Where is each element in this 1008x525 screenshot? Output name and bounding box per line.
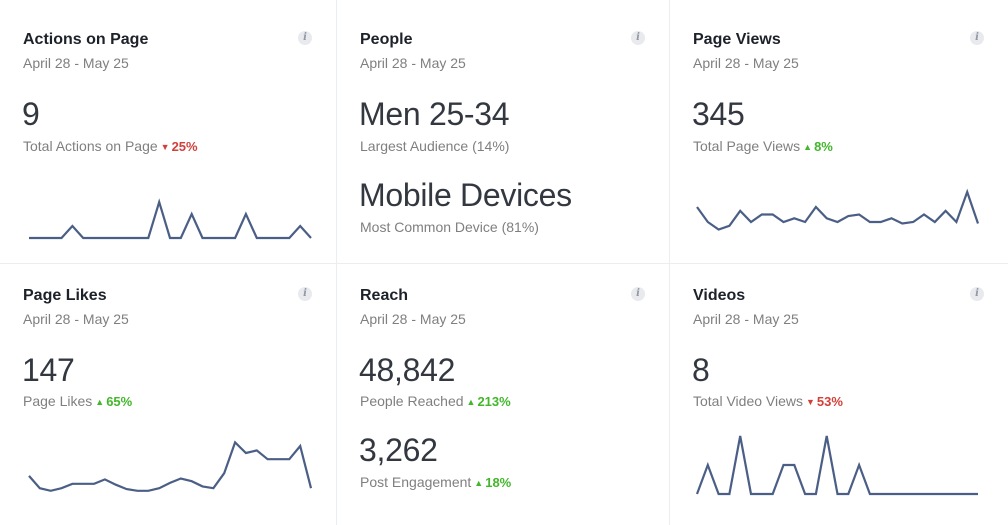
info-icon[interactable]: i [970,287,984,301]
change-value: 25% [171,139,198,154]
card-title: Reach [360,287,409,304]
metric-label-row: Page Likes ▲ 65% [23,393,132,409]
change-badge: ▲ 18% [474,475,511,490]
metric-value: 9 [22,96,40,132]
card-title: Page Views [693,31,781,48]
card-reach[interactable]: Reach April 28 - May 25 i 48,842 People … [336,263,669,525]
card-title: Actions on Page [23,31,149,48]
sparkline-actions [29,198,312,240]
info-icon[interactable]: i [631,287,645,301]
info-icon[interactable]: i [631,31,645,45]
post-engagement-value: 3,262 [359,432,438,468]
card-page-views[interactable]: Page Views April 28 - May 25 i 345 Total… [669,0,1008,263]
metric-label: Post Engagement [360,474,472,490]
people-reached-value: 48,842 [359,352,456,388]
metric-label: People Reached [360,393,464,409]
date-range: April 28 - May 25 [23,311,129,327]
metric-label: Total Video Views [693,393,803,409]
change-value: 213% [477,394,511,409]
common-device-value: Mobile Devices [359,177,572,213]
largest-audience-label: Largest Audience (14%) [360,138,510,154]
sparkline-videos [695,435,978,496]
arrow-up-icon: ▲ [474,478,484,488]
change-badge: ▲ 8% [803,139,833,154]
arrow-down-icon: ▼ [806,397,815,407]
change-value: 8% [814,139,833,154]
card-actions-on-page[interactable]: Actions on Page April 28 - May 25 i 9 To… [0,0,336,263]
card-page-likes[interactable]: Page Likes April 28 - May 25 i 147 Page … [0,263,336,525]
metric-value: 8 [692,352,710,388]
arrow-up-icon: ▲ [466,397,476,407]
metric-label: Total Actions on Page [23,138,158,154]
largest-audience-value: Men 25-34 [359,96,510,132]
change-badge: ▼ 25% [161,139,198,154]
change-badge: ▼ 53% [806,394,843,409]
card-people[interactable]: People April 28 - May 25 i Men 25-34 Lar… [336,0,669,263]
date-range: April 28 - May 25 [23,55,129,71]
metric-label-row: Total Actions on Page ▼ 25% [23,138,198,154]
info-icon[interactable]: i [298,31,312,45]
date-range: April 28 - May 25 [360,311,466,327]
change-value: 18% [485,475,512,490]
date-range: April 28 - May 25 [693,55,799,71]
people-reached-row: People Reached ▲ 213% [360,393,511,409]
common-device-label: Most Common Device (81%) [360,219,539,235]
card-title: Page Likes [23,287,107,304]
info-icon[interactable]: i [970,31,984,45]
date-range: April 28 - May 25 [360,55,466,71]
change-badge: ▲ 65% [95,394,132,409]
metric-label: Total Page Views [693,138,801,154]
card-title: Videos [693,287,746,304]
info-icon[interactable]: i [298,287,312,301]
post-engagement-row: Post Engagement ▲ 18% [360,474,511,490]
metric-value: 147 [22,352,75,388]
sparkline-page-likes [28,440,313,492]
card-title: People [360,31,413,48]
metric-label: Page Likes [23,393,93,409]
arrow-up-icon: ▲ [803,142,813,152]
arrow-down-icon: ▼ [160,142,170,152]
change-value: 65% [106,394,133,409]
metric-label-row: Total Video Views ▼ 53% [693,393,843,409]
change-badge: ▲ 213% [467,394,511,409]
arrow-up-icon: ▲ [95,397,105,407]
metric-label-row: Total Page Views ▲ 8% [693,138,833,154]
card-videos[interactable]: Videos April 28 - May 25 i 8 Total Video… [669,263,1008,525]
metric-value: 345 [692,96,745,132]
sparkline-page-views [696,188,980,231]
change-value: 53% [816,394,843,409]
date-range: April 28 - May 25 [693,311,799,327]
